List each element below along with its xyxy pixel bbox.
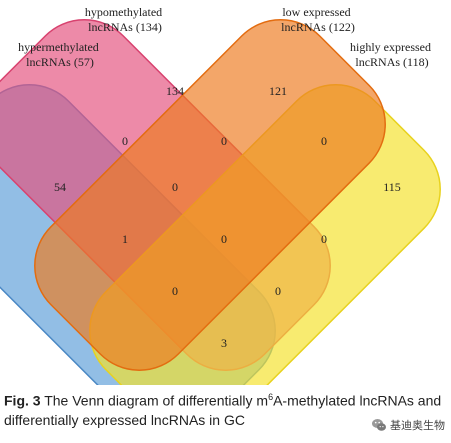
region-hyper-low-high: 0 (172, 284, 178, 298)
set-label-hypomethylated: hypomethylated lncRNAs (134) (85, 5, 165, 34)
region-hypo-low: 0 (221, 134, 227, 148)
region-low-high: 0 (321, 134, 327, 148)
region-hypo-high: 0 (321, 232, 327, 246)
watermark-text: 基迪奥生物 (390, 419, 445, 432)
caption-superscript: 6 (268, 392, 274, 402)
venn-diagram: hypermethylated lncRNAs (57) hypomethyla… (0, 5, 441, 385)
region-hyper-low: 1 (122, 232, 128, 246)
figure-label: Fig. 3 (4, 392, 41, 409)
region-hyper-hypo-low: 0 (172, 180, 178, 194)
wechat-icon (372, 419, 386, 431)
figure-caption: Fig. 3 The Venn diagram of differentiall… (4, 388, 444, 430)
region-low-only: 121 (269, 84, 287, 98)
region-hypo-low-high: 0 (275, 284, 281, 298)
region-hypo-only: 134 (166, 84, 184, 98)
set-label-highly-expressed: highly expressed lncRNAs (118) (350, 40, 434, 69)
set-ellipse-low-expressed (34, 19, 386, 371)
set-label-hypermethylated: hypermethylated lncRNAs (57) (18, 40, 102, 69)
watermark: 基迪奥生物 (371, 417, 445, 433)
caption-text-before: The Venn diagram of differentially m (44, 392, 269, 409)
set-label-low-expressed: low expressed lncRNAs (122) (281, 5, 355, 34)
caption-text-after: A-methylated lncRNAs and differentially … (4, 392, 442, 428)
region-hyper-high: 3 (221, 336, 227, 350)
region-high-only: 115 (383, 180, 401, 194)
region-hyper-only: 54 (54, 180, 66, 194)
region-hyper-hypo: 0 (122, 134, 128, 148)
region-all-four: 0 (221, 232, 227, 246)
